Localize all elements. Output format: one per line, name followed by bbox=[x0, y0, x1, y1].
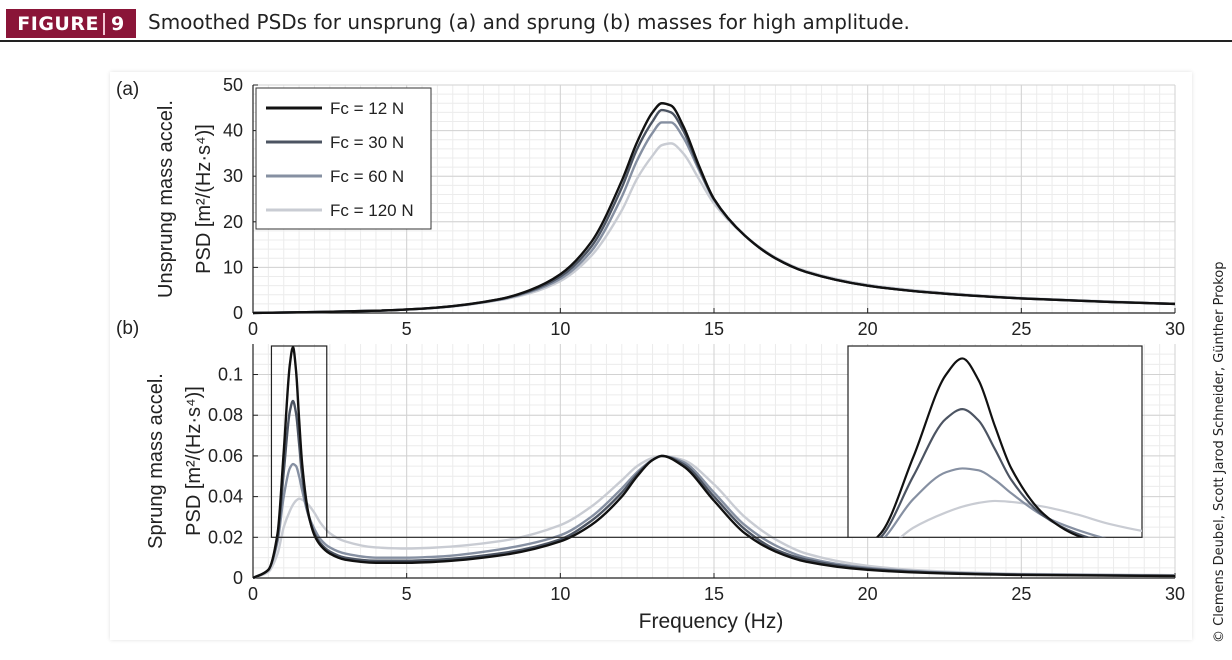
y-tick-label: 30 bbox=[223, 166, 243, 186]
y-axis-label: PSD [m²/(Hz·s⁴)] bbox=[183, 386, 205, 536]
x-tick-label: 10 bbox=[550, 319, 570, 339]
x-axis-label: Frequency (Hz) bbox=[639, 610, 784, 633]
y-tick-label: 0.06 bbox=[208, 446, 243, 466]
x-tick-label: 30 bbox=[1165, 319, 1185, 339]
panel-label: (b) bbox=[116, 318, 139, 339]
series-line bbox=[252, 102, 1176, 315]
chart-panel: 0 5 10 15 20 25 30 0 10 20 30 40 50 (a) Unsprung mass … bbox=[110, 72, 1192, 640]
series-line bbox=[252, 399, 1176, 580]
series-line bbox=[252, 454, 1176, 580]
figure-badge-word: FIGURE bbox=[17, 12, 99, 35]
x-tick-label: 0 bbox=[248, 319, 258, 339]
x-tick-label: 10 bbox=[550, 584, 570, 604]
y-tick-label: 0.08 bbox=[208, 405, 243, 425]
chart-panel-b: 0 5 10 15 20 25 30 0 0.02 0.04 0.06 0.08 0.1 (b) Sprun… bbox=[116, 318, 1185, 633]
y-tick-label: 0.1 bbox=[218, 365, 243, 385]
image-credit: © Clemens Deubel, Scott Jarod Schneider,… bbox=[1212, 261, 1227, 643]
series-line bbox=[252, 454, 1176, 580]
x-tick-label: 20 bbox=[858, 319, 878, 339]
zoom-region-box bbox=[270, 345, 328, 538]
legend-label: Fc = 30 N bbox=[330, 133, 404, 152]
inset-series-line bbox=[879, 408, 1092, 538]
y-tick-label: 10 bbox=[223, 257, 243, 277]
panel-label: (a) bbox=[116, 79, 139, 100]
inset-series-line bbox=[875, 357, 1085, 538]
y-tick-label: 50 bbox=[223, 75, 243, 95]
x-tick-label: 30 bbox=[1165, 584, 1185, 604]
y-axis-label: PSD [m²/(Hz·s⁴)] bbox=[193, 124, 215, 274]
inset-series-line bbox=[899, 499, 1142, 538]
x-tick-label: 25 bbox=[1011, 584, 1031, 604]
y-tick-label: 40 bbox=[223, 121, 243, 141]
series-line bbox=[252, 345, 1176, 580]
x-tick-label: 20 bbox=[858, 584, 878, 604]
y-axis-label: Sprung mass accel. bbox=[145, 373, 167, 549]
x-tick-label: 25 bbox=[1011, 319, 1031, 339]
y-tick-label: 0 bbox=[233, 303, 243, 323]
y-tick-label: 0.02 bbox=[208, 527, 243, 547]
x-tick-label: 5 bbox=[402, 319, 412, 339]
figure-badge: FIGURE 9 bbox=[6, 9, 136, 38]
header-rule bbox=[0, 40, 1232, 42]
x-tick-label: 15 bbox=[704, 319, 724, 339]
legend-label: Fc = 120 N bbox=[330, 201, 414, 220]
x-tick-label: 0 bbox=[248, 584, 258, 604]
chart-panel-a: 0 5 10 15 20 25 30 0 10 20 30 40 50 (a) Unsprung mass … bbox=[116, 75, 1185, 339]
inset-box bbox=[847, 345, 1143, 538]
x-tick-label: 15 bbox=[704, 584, 724, 604]
legend: Fc = 12 N Fc = 30 N Fc = 60 N Fc = 120 N bbox=[255, 87, 432, 230]
inset-series-group bbox=[875, 357, 1142, 538]
legend-label: Fc = 12 N bbox=[330, 99, 404, 118]
figure-badge-number: 9 bbox=[102, 12, 125, 35]
legend-box bbox=[255, 87, 432, 230]
figure-header: FIGURE 9 Smoothed PSDs for unsprung (a) … bbox=[0, 0, 1232, 44]
inset-series-line bbox=[883, 467, 1106, 538]
x-tick-label: 5 bbox=[402, 584, 412, 604]
y-tick-label: 0 bbox=[233, 568, 243, 588]
legend-label: Fc = 60 N bbox=[330, 167, 404, 186]
y-axis-label: Unsprung mass accel. bbox=[155, 100, 177, 298]
y-tick-label: 20 bbox=[223, 212, 243, 232]
figure-caption: Smoothed PSDs for unsprung (a) and sprun… bbox=[148, 10, 910, 34]
y-tick-label: 0.04 bbox=[208, 487, 243, 507]
